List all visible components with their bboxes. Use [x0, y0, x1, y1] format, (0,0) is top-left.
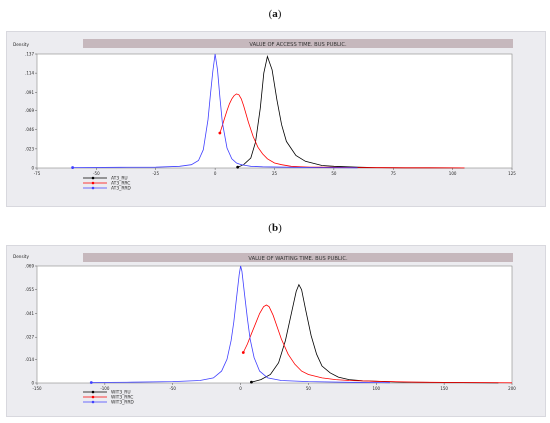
- y-axis-label: Density: [13, 42, 29, 47]
- y-tick-label: 0: [31, 166, 34, 171]
- series-line-wit3-rrc: [242, 304, 513, 384]
- y-tick-label: 0: [31, 381, 34, 386]
- y-tick-label: .055: [25, 287, 34, 292]
- chart-title-bar: [83, 39, 513, 48]
- legend-swatch-marker: [91, 176, 95, 180]
- series-line-wit3-rrd: [91, 265, 390, 384]
- chart-panel-waiting-time: VALUE OF WAITING TIME. BUS PUBLIC. Densit…: [6, 245, 546, 417]
- legend-label: WIT3_RRC: [111, 395, 133, 401]
- series-marker-at3-rrd: [71, 166, 75, 169]
- legend-label: AT3_RRD: [111, 186, 131, 192]
- waiting-time-density-chart: VALUE OF WAITING TIME. BUS PUBLIC. Densit…: [13, 253, 516, 406]
- y-tick-label: .041: [25, 311, 34, 316]
- x-tick-label: -25: [152, 171, 159, 176]
- x-tick-label: -50: [169, 386, 176, 391]
- chart-title: VALUE OF WAITING TIME. BUS PUBLIC.: [248, 256, 348, 262]
- x-tick-label: 50: [306, 386, 312, 391]
- x-tick-label: 150: [440, 386, 448, 391]
- x-tick-label: -100: [100, 386, 110, 391]
- x-tick-label: 25: [272, 171, 278, 176]
- series-marker-wit3-rrc: [241, 351, 245, 354]
- x-tick-label: -50: [93, 171, 100, 176]
- chart-title-bar: [83, 253, 513, 262]
- x-tick-label: -150: [32, 386, 42, 391]
- y-tick-label: .023: [25, 146, 34, 151]
- panel-label-b-text: b: [271, 222, 279, 234]
- series-line-at3-rrd: [72, 53, 358, 169]
- panel-label-a-text: a: [272, 8, 278, 20]
- y-tick-label: .091: [25, 90, 34, 95]
- legend-label: WIT3_RU: [111, 390, 131, 396]
- legend-label: AT3_RU: [111, 176, 128, 182]
- x-tick-label: 100: [372, 386, 380, 391]
- legend-swatch-marker: [91, 400, 95, 404]
- x-tick-label: 75: [391, 171, 397, 176]
- y-axis-label: Density: [13, 254, 29, 259]
- x-tick-label: 50: [331, 171, 337, 176]
- legend-swatch-marker: [91, 390, 95, 394]
- series-marker-wit3-rrd: [89, 381, 93, 384]
- y-tick-label: .046: [25, 127, 34, 132]
- chart-title: VALUE OF ACCESS TIME. BUS PUBLIC.: [249, 42, 347, 48]
- legend-label: AT3_RRC: [111, 181, 130, 187]
- x-tick-label: 125: [508, 171, 516, 176]
- access-time-density-chart: VALUE OF ACCESS TIME. BUS PUBLIC. Density…: [13, 39, 516, 192]
- y-tick-label: .137: [25, 52, 34, 57]
- x-tick-label: 200: [508, 386, 516, 391]
- legend-swatch-marker: [91, 395, 95, 399]
- chart-panel-access-time: VALUE OF ACCESS TIME. BUS PUBLIC. Density…: [6, 31, 546, 207]
- y-tick-label: .069: [25, 108, 34, 113]
- legend-label: WIT3_RRD: [111, 400, 134, 406]
- series-marker-at3-rrc: [218, 131, 222, 135]
- y-tick-label: .069: [25, 264, 34, 269]
- y-tick-label: .014: [25, 357, 34, 362]
- x-tick-label: -75: [34, 171, 41, 176]
- y-tick-label: .114: [25, 71, 34, 76]
- series-marker-at3-ru: [236, 165, 240, 169]
- y-tick-label: .027: [25, 335, 34, 340]
- panel-label-a: (a): [268, 8, 282, 20]
- legend-swatch-marker: [91, 181, 95, 185]
- panel-label-b: (b): [268, 222, 282, 234]
- x-tick-label: 0: [214, 171, 217, 176]
- legend-swatch-marker: [91, 186, 95, 190]
- plot-area: [36, 53, 513, 169]
- x-tick-label: 0: [239, 386, 242, 391]
- x-tick-label: 100: [449, 171, 457, 176]
- plot-area: [36, 265, 513, 384]
- series-marker-wit3-ru: [250, 380, 253, 384]
